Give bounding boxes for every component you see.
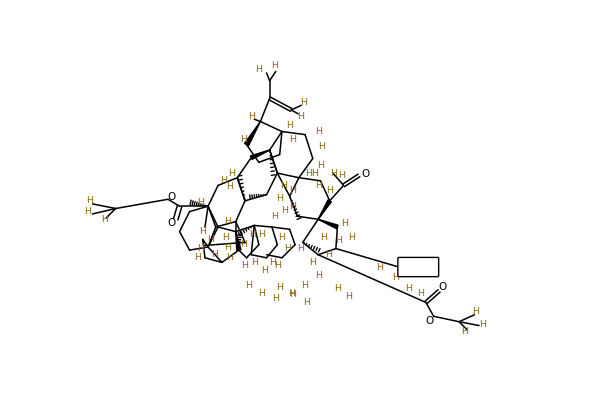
Text: H: H <box>300 98 307 107</box>
Text: H: H <box>405 284 412 293</box>
Text: H: H <box>194 253 201 262</box>
Text: Abs: Abs <box>409 262 428 272</box>
Text: H: H <box>248 112 254 120</box>
Text: H: H <box>289 290 296 299</box>
Text: H: H <box>197 244 204 253</box>
Text: H: H <box>347 233 355 241</box>
Text: H: H <box>286 121 293 130</box>
Polygon shape <box>244 122 260 146</box>
Text: H: H <box>207 235 214 244</box>
Text: H: H <box>225 243 232 251</box>
Text: H: H <box>220 176 227 185</box>
Text: H: H <box>262 266 269 274</box>
Text: H: H <box>330 169 337 179</box>
Text: H: H <box>342 219 349 229</box>
Text: O: O <box>426 316 434 326</box>
Text: H: H <box>311 168 318 178</box>
Text: H: H <box>251 258 258 267</box>
Text: H: H <box>259 230 266 239</box>
Text: O: O <box>167 192 175 202</box>
Text: H: H <box>315 271 321 280</box>
Text: H: H <box>318 142 326 152</box>
Text: H: H <box>276 194 283 203</box>
Text: H: H <box>315 127 321 136</box>
Text: H: H <box>346 292 352 301</box>
Text: H: H <box>334 284 341 293</box>
Text: H: H <box>289 202 296 211</box>
Text: H: H <box>289 186 296 195</box>
Text: H: H <box>249 230 256 239</box>
Text: H: H <box>272 294 279 303</box>
Text: H: H <box>297 244 304 253</box>
Text: H: H <box>197 198 204 207</box>
Text: H: H <box>338 171 345 180</box>
Text: H: H <box>302 281 308 290</box>
Text: H: H <box>479 320 486 328</box>
Text: O: O <box>167 218 175 228</box>
Text: H: H <box>274 261 281 270</box>
Text: H: H <box>279 233 285 242</box>
Text: H: H <box>305 168 312 178</box>
Text: H: H <box>324 250 331 259</box>
Polygon shape <box>318 219 338 229</box>
Text: H: H <box>461 327 468 336</box>
Text: H: H <box>256 65 262 75</box>
Text: H: H <box>199 227 206 236</box>
Text: H: H <box>417 289 424 298</box>
Text: H: H <box>282 206 289 214</box>
FancyBboxPatch shape <box>398 258 439 277</box>
Text: H: H <box>240 135 247 144</box>
Text: H: H <box>376 263 383 272</box>
Text: H: H <box>101 215 109 224</box>
Text: H: H <box>320 233 327 241</box>
Polygon shape <box>236 232 241 250</box>
Polygon shape <box>318 200 331 219</box>
Text: H: H <box>222 233 229 241</box>
Text: H: H <box>276 283 283 291</box>
Text: H: H <box>84 207 91 216</box>
Polygon shape <box>250 150 270 160</box>
Text: H: H <box>310 258 316 267</box>
Text: H: H <box>297 112 304 120</box>
Text: H: H <box>228 168 235 178</box>
Text: H: H <box>303 298 310 307</box>
Text: H: H <box>226 183 233 191</box>
Text: O: O <box>438 282 447 292</box>
Text: H: H <box>289 135 296 144</box>
Text: H: H <box>226 253 233 262</box>
Text: H: H <box>240 240 247 249</box>
Text: H: H <box>225 217 232 226</box>
Text: H: H <box>284 244 291 253</box>
Text: H: H <box>280 181 287 190</box>
Text: H: H <box>288 289 295 298</box>
Text: H: H <box>246 281 253 290</box>
Text: H: H <box>391 273 398 283</box>
Text: H: H <box>473 307 480 316</box>
Text: H: H <box>271 61 278 70</box>
Text: H: H <box>326 186 333 195</box>
Text: H: H <box>269 258 276 267</box>
Text: H: H <box>315 181 321 190</box>
Text: H: H <box>211 250 218 259</box>
Text: H: H <box>241 261 248 270</box>
Text: H: H <box>336 237 342 245</box>
Text: O: O <box>361 169 369 179</box>
Text: H: H <box>259 289 266 298</box>
Text: H: H <box>271 212 278 221</box>
Text: H: H <box>86 196 93 205</box>
Text: H: H <box>317 161 324 170</box>
